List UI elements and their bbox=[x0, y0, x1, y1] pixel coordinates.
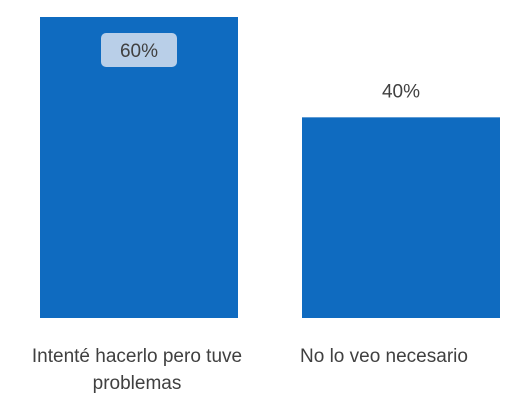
category-label-2: No lo veo necesario bbox=[300, 346, 468, 367]
bar-2 bbox=[302, 117, 500, 318]
bar-1 bbox=[40, 17, 238, 318]
data-labels-layer: 60% 40% bbox=[101, 33, 420, 102]
category-label-1: Intenté hacerlo pero tuve problemas bbox=[31, 346, 243, 394]
bars-layer bbox=[40, 17, 500, 318]
data-label-2: 40% bbox=[382, 81, 420, 102]
data-label-bg-1 bbox=[101, 33, 177, 67]
data-label-1: 60% bbox=[120, 41, 158, 62]
